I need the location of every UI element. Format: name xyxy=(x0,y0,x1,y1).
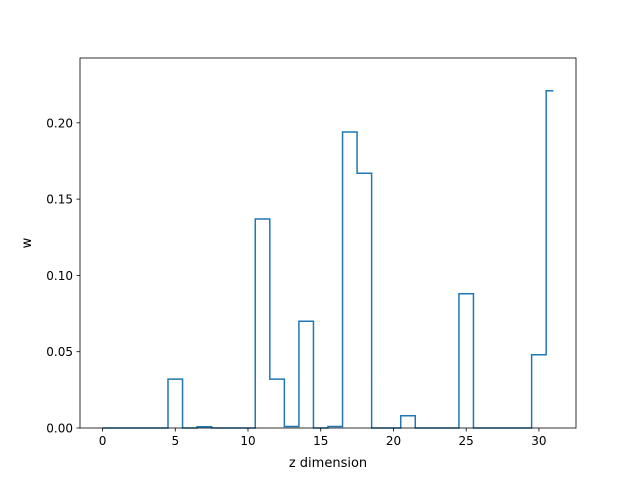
y-axis-label: w xyxy=(20,237,35,248)
y-tick-label: 0.10 xyxy=(46,269,73,283)
x-axis-label: z dimension xyxy=(289,456,367,471)
x-tick-label: 0 xyxy=(99,434,107,448)
axes-frame xyxy=(79,57,577,429)
y-tick-label: 0.05 xyxy=(46,345,73,359)
x-tick-label: 5 xyxy=(171,434,179,448)
y-axis: 0.00 0.05 0.10 0.15 0.20 xyxy=(46,116,80,436)
y-tick-label: 0.20 xyxy=(46,116,73,130)
x-tick-label: 15 xyxy=(313,434,328,448)
y-tick-label: 0.15 xyxy=(46,193,73,207)
x-tick-label: 30 xyxy=(531,434,546,448)
y-tick-label: 0.00 xyxy=(46,422,73,436)
x-tick-label: 10 xyxy=(240,434,255,448)
x-tick-label: 25 xyxy=(459,434,474,448)
x-tick-label: 20 xyxy=(386,434,401,448)
x-axis: 0 5 10 15 20 25 30 xyxy=(99,428,547,448)
